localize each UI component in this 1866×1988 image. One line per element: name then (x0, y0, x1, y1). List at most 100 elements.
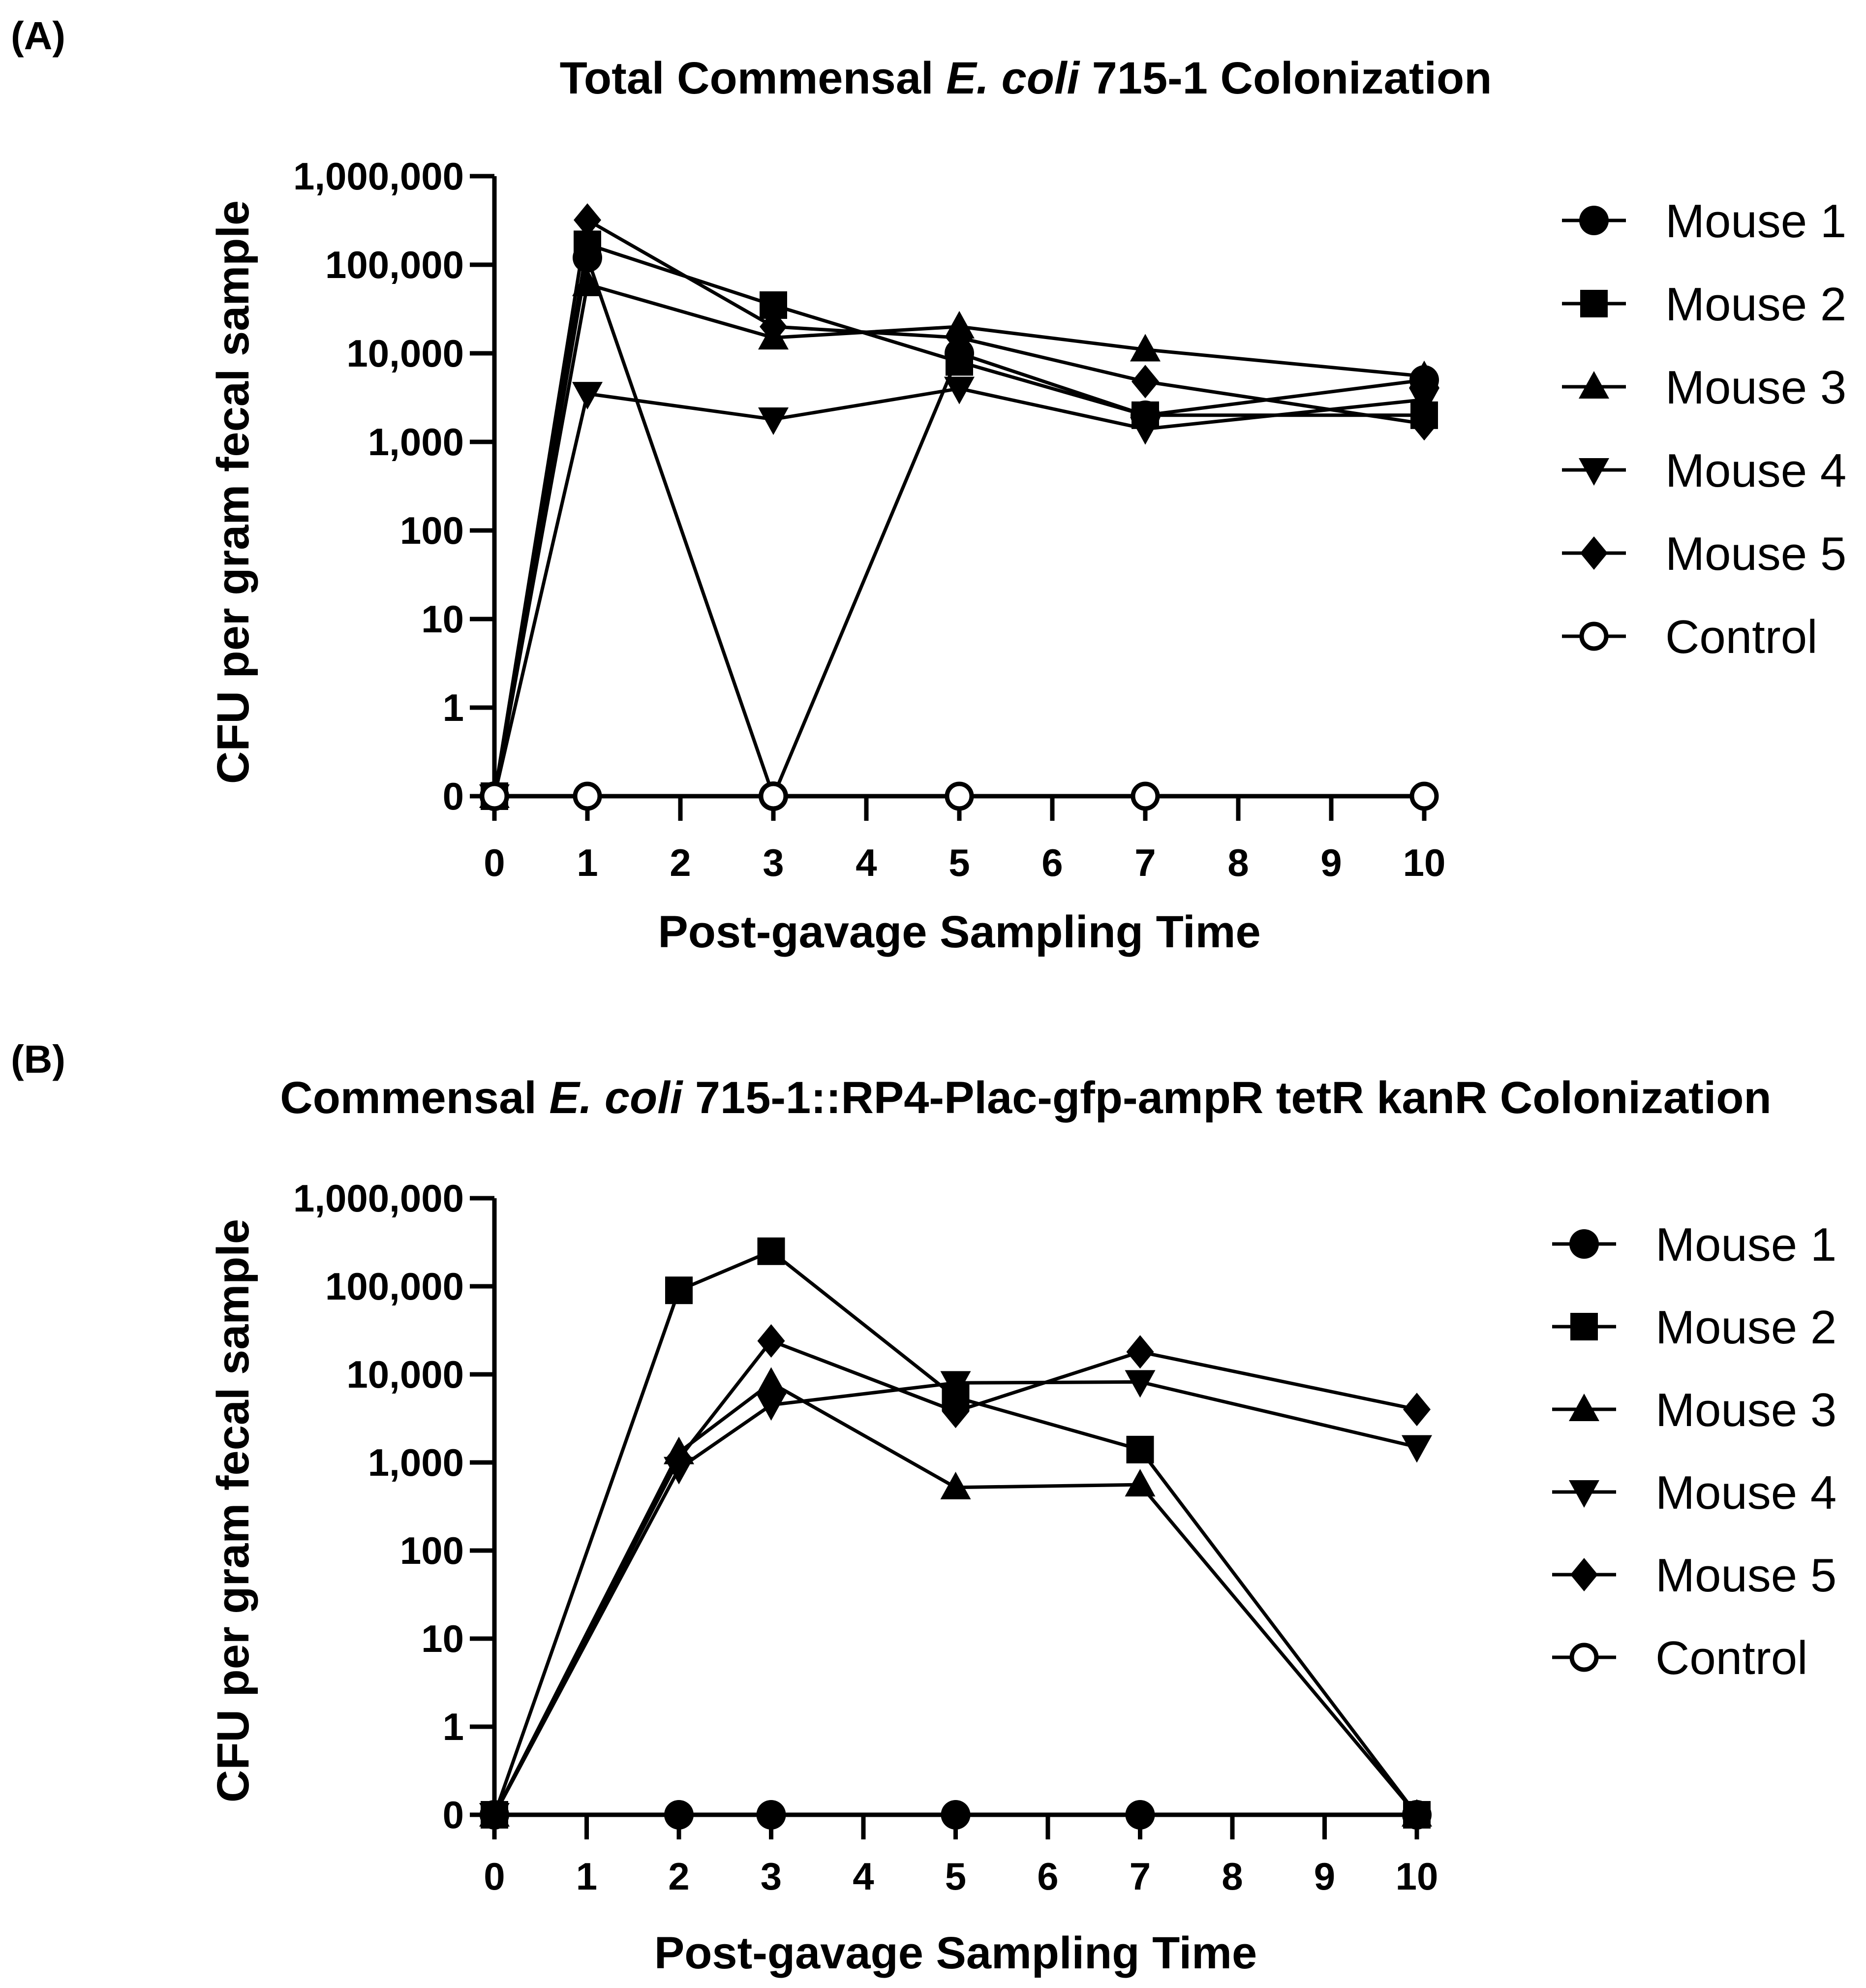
chart-title: Total Commensal E. coli 715-1 Colonizati… (560, 53, 1492, 103)
legend-marker-mouse-5 (1580, 536, 1608, 570)
chart-title-part: Total Commensal (560, 53, 947, 103)
x-tick-label: 8 (1222, 1855, 1243, 1898)
chart-title-part: 715-1::RP4-Plac-gfp-ampR tetR kanR Colon… (682, 1073, 1771, 1123)
data-point-mouse-4 (1130, 417, 1161, 445)
legend-marker-mouse-4 (1569, 1480, 1599, 1508)
y-tick-label: 1,000 (368, 1441, 464, 1484)
legend-marker-mouse-1 (1579, 206, 1609, 235)
data-point-mouse-1 (1125, 1800, 1155, 1830)
y-axis-title: CFU per gram fecal sample (208, 1219, 258, 1802)
chart-title-part: 715-1 Colonization (1079, 53, 1492, 103)
legend-label: Mouse 1 (1655, 1218, 1836, 1271)
data-point-control (480, 781, 509, 811)
legend-label: Control (1665, 611, 1817, 663)
legend-marker-mouse-2 (1570, 1313, 1598, 1340)
y-tick-label: 10 (421, 1617, 464, 1660)
data-point-control (573, 781, 602, 811)
data-point-mouse-5 (574, 203, 601, 237)
series-line-mouse-3 (492, 1381, 1418, 1816)
series-line-mouse-4 (492, 387, 1425, 797)
data-point-mouse-4 (1409, 388, 1439, 416)
data-point-mouse-4 (944, 376, 975, 404)
series-line-mouse-1 (492, 256, 1425, 798)
x-tick-label: 6 (1041, 841, 1063, 884)
data-point-mouse-2 (665, 1276, 693, 1305)
legend-marker-mouse-1 (1569, 1229, 1599, 1259)
data-point-mouse-5 (1403, 1393, 1431, 1427)
data-point-mouse-3 (1125, 1469, 1156, 1497)
data-point-mouse-3 (1402, 1799, 1432, 1827)
data-point-mouse-1 (941, 1800, 971, 1830)
legend-label: Mouse 4 (1655, 1466, 1836, 1519)
data-point-mouse-5 (757, 1324, 785, 1358)
y-tick-label: 0 (443, 775, 464, 818)
data-point-mouse-3 (756, 1367, 787, 1395)
data-point-mouse-4 (1125, 1370, 1156, 1398)
x-tick-label: 9 (1314, 1855, 1335, 1898)
y-tick-label: 100,000 (325, 243, 464, 286)
data-point-mouse-2 (1126, 1435, 1154, 1463)
y-tick-label: 1,000,000 (293, 155, 464, 198)
x-tick-label: 6 (1037, 1855, 1058, 1898)
data-point-mouse-4 (1402, 1435, 1432, 1463)
x-tick-label: 10 (1403, 841, 1446, 884)
x-tick-label: 3 (761, 1855, 782, 1898)
legend-label: Mouse 5 (1665, 528, 1846, 580)
x-tick-label: 4 (853, 1855, 874, 1898)
x-tick-label: 4 (856, 841, 877, 884)
x-tick-label: 2 (668, 1855, 689, 1898)
x-axis-title: Post-gavage Sampling Time (654, 1928, 1257, 1978)
y-tick-label: 0 (443, 1793, 464, 1836)
x-tick-label: 2 (670, 841, 691, 884)
y-tick-label: 10,000 (346, 1353, 464, 1396)
y-tick-label: 1,000,000 (293, 1177, 464, 1220)
data-point-mouse-5 (942, 1395, 970, 1429)
legend-marker-control (1579, 621, 1609, 651)
x-tick-label: 8 (1227, 841, 1249, 884)
panel-label: (B) (11, 1037, 65, 1081)
data-point-mouse-3 (1409, 360, 1439, 388)
y-axis-title: CFU per gram fecal sample (208, 200, 258, 784)
x-tick-label: 5 (945, 1855, 966, 1898)
y-tick-label: 100 (400, 509, 464, 552)
data-point-mouse-3 (1130, 334, 1161, 362)
data-point-control (759, 781, 788, 811)
x-tick-label: 1 (577, 841, 598, 884)
data-point-mouse-4 (940, 1371, 971, 1399)
chart-title-part: Commensal (280, 1073, 549, 1123)
data-point-mouse-1 (756, 1800, 786, 1830)
data-point-mouse-5 (1126, 1335, 1154, 1369)
legend-label: Control (1655, 1632, 1807, 1684)
legend-label: Mouse 2 (1665, 278, 1846, 331)
data-point-mouse-5 (1132, 365, 1159, 399)
series-line-mouse-5 (492, 1339, 1417, 1816)
x-tick-label: 5 (948, 841, 970, 884)
legend-label: Mouse 3 (1655, 1384, 1836, 1436)
data-point-control (1131, 781, 1160, 811)
data-point-mouse-4 (572, 382, 603, 410)
x-tick-label: 0 (484, 1855, 505, 1898)
legend-label: Mouse 5 (1655, 1549, 1836, 1602)
data-point-mouse-5 (946, 321, 973, 355)
legend-label: Mouse 4 (1665, 444, 1846, 497)
x-tick-label: 9 (1320, 841, 1342, 884)
chart-title: Commensal E. coli 715-1::RP4-Plac-gfp-am… (280, 1073, 1771, 1123)
chart-panel-0: (A) Total Commensal E. coli 715-1 Coloniz… (11, 14, 1846, 957)
data-point-mouse-3 (940, 1471, 971, 1499)
data-point-mouse-2 (757, 1237, 785, 1265)
y-tick-label: 10 (421, 597, 464, 641)
y-tick-label: 1 (443, 686, 464, 729)
x-tick-label: 10 (1396, 1855, 1438, 1898)
x-tick-label: 7 (1130, 1855, 1151, 1898)
legend-label: Mouse 1 (1665, 195, 1846, 248)
chart-title-part: E. coli (946, 53, 1080, 103)
y-tick-label: 10,000 (346, 332, 464, 375)
data-point-mouse-5 (760, 310, 787, 343)
x-tick-label: 1 (576, 1855, 597, 1898)
panel-label: (A) (11, 14, 65, 58)
legend-label: Mouse 2 (1655, 1301, 1836, 1354)
chart-title-part: E. coli (549, 1073, 683, 1123)
legend-marker-control (1569, 1643, 1599, 1672)
y-tick-label: 100 (400, 1529, 464, 1572)
data-point-control (1409, 781, 1439, 811)
